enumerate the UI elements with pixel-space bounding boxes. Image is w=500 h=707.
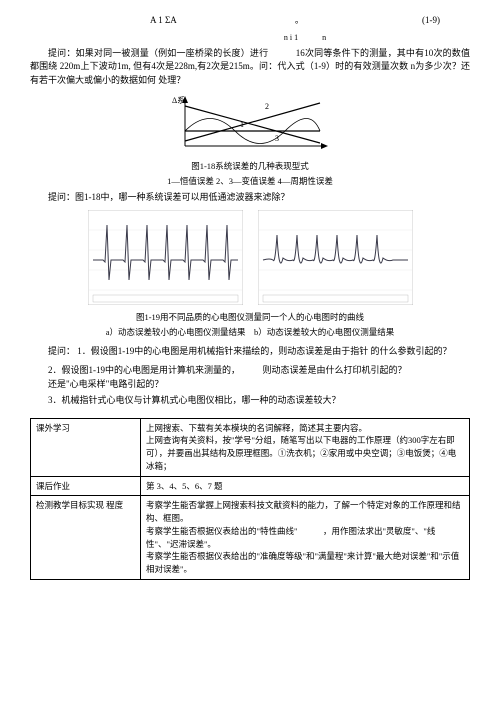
table-row: 课外学习 上网搜索、下载有关本模块的名词解释，简述其主要内容。 上网查询有关资料…: [31, 418, 470, 476]
table-row: 课后作业 第 3、4、5、6、7 题: [31, 476, 470, 496]
cell-r2c2: 第 3、4、5、6、7 题: [141, 476, 470, 496]
cell-r1c2: 上网搜索、下载有关本模块的名词解释，简述其主要内容。 上网查询有关资料，按"学号…: [141, 418, 470, 476]
formula-main: A 1 ΣA: [150, 14, 177, 28]
question-1: 提问：图1-18中，哪一种系统误差可以用低通滤波器来滤除？: [30, 191, 470, 205]
cell-r1c1: 课外学习: [31, 418, 141, 476]
figure-1-19: [30, 210, 470, 305]
figure-1-18-svg: Δ系 1 2 3: [170, 91, 330, 156]
study-table: 课外学习 上网搜索、下载有关本模块的名词解释，简述其主要内容。 上网查询有关资料…: [30, 418, 470, 580]
formula-eqnum: (1-9): [422, 14, 440, 28]
cell-r3c1: 检测教学目标实现 程度: [31, 496, 141, 580]
fig1-legend: 1—恒值误差 2、3—变值误差 4—周期性误差: [30, 175, 470, 188]
question-q2b: 还是"心电采样"电路引起的？: [30, 378, 470, 392]
formula-row: A 1 ΣA 。 (1-9): [30, 14, 470, 28]
questions-intro: 提问：: [30, 345, 75, 359]
table-row: 检测教学目标实现 程度 考察学生能否掌握上网搜索科技文献资料的能力，了解一个特定…: [31, 496, 470, 580]
axis-y-label: Δ系: [172, 95, 185, 105]
question-q3: 3．机械指针式心电仪与计算机式心电图仪相比，哪一种的动态误差较大？: [30, 394, 470, 408]
question-q1: 1．假设图1-19中的心电图是用机械指针来描绘的，则动态误差是由于指针 的什么参…: [77, 346, 451, 356]
formula-sub2: n: [322, 33, 326, 42]
line-label-1: 1: [240, 120, 244, 129]
questions-block: 提问： 1．假设图1-19中的心电图是用机械指针来描绘的，则动态误差是由于指针 …: [30, 342, 470, 408]
figure-1-18: Δ系 1 2 3: [30, 91, 470, 156]
formula-sub: n i 1 n: [30, 32, 470, 44]
line-label-3: 3: [275, 134, 279, 143]
fig2-subcaptions: a）动态误差较小的心电图仪测量结果 b）动态误差较大的心电图仪测量结果: [30, 326, 470, 339]
fig2-sub-a: a）动态误差较小的心电图仪测量结果: [106, 327, 246, 337]
fig2-sub-b: b）动态误差较大的心电图仪测量结果: [254, 327, 394, 337]
question-q2: 2．假设图1-19中的心电图是用计算机来测量的， 则动态误差是由什么打印机引起的…: [30, 364, 470, 378]
formula-sub1: n i 1: [284, 33, 298, 42]
ecg-a-svg: [88, 210, 243, 305]
fig2-caption: 图1-19用不同品质的心电图仪测量同一个人的心电图时的曲线: [30, 311, 470, 324]
line-label-2: 2: [265, 102, 269, 111]
fig1-caption: 图1-18系统误差的几种表现型式: [30, 160, 470, 173]
cell-r3c2: 考察学生能否掌握上网搜索科技文献资料的能力，了解一个特定对象的工作原理和结构、框…: [141, 496, 470, 580]
formula-label: 。: [295, 14, 304, 28]
cell-r2c1: 课后作业: [31, 476, 141, 496]
ecg-b-svg: [258, 210, 413, 305]
paragraph-1: 提问：如果对同一被测量（例如一座桥梁的长度）进行 16次同等条件下的测量，其中有…: [30, 47, 470, 88]
